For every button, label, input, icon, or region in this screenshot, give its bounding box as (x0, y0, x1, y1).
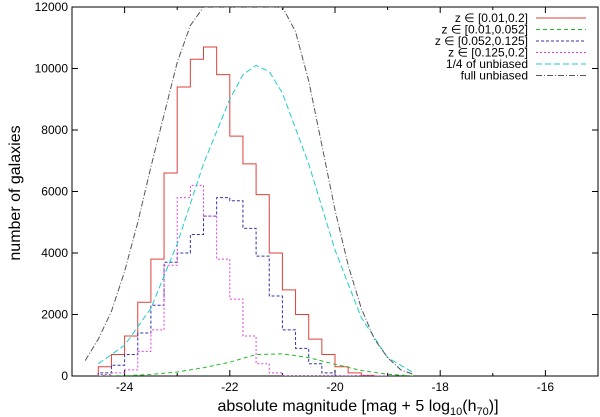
x-axis-label: absolute magnitude [mag + 5 log10(h70)] (217, 398, 498, 417)
legend-entry-label: z ∈ [0.125,0.2] (448, 46, 528, 60)
x-tick-label: -20 (326, 380, 344, 394)
legend-entry-label: z ∈ [0.052,0.125] (435, 34, 528, 48)
x-tick-label: -22 (221, 380, 239, 394)
x-tick-label: -24 (116, 380, 134, 394)
x-tick-label: -18 (432, 380, 450, 394)
y-tick-label: 4000 (41, 246, 68, 260)
legend-entry-label: full unbiased (461, 69, 528, 83)
y-tick-label: 2000 (41, 308, 68, 322)
legend: z ∈ [0.01,0.2]z ∈ [0.01,0.052]z ∈ [0.052… (435, 11, 586, 83)
series-line-0 (97, 46, 388, 376)
legend-entry-label: z ∈ [0.01,0.052] (441, 23, 528, 37)
series-line-4 (98, 64, 415, 374)
series-line-2 (97, 197, 388, 376)
y-tick-label: 12000 (35, 0, 69, 14)
y-axis-ticks: 0 2000 4000 6000 8000 10000 12000 (35, 0, 598, 383)
series-layer (84, 7, 415, 376)
legend-entry-label: z ∈ [0.01,0.2] (455, 11, 528, 25)
series-line-3 (97, 184, 388, 376)
y-axis-label: number of galaxies (7, 125, 24, 260)
y-tick-label: 10000 (35, 62, 69, 76)
x-tick-label: -16 (537, 380, 555, 394)
y-tick-label: 8000 (41, 123, 68, 137)
series-line-5 (84, 7, 415, 375)
series-line-1 (98, 353, 414, 376)
y-tick-label: 0 (61, 369, 68, 383)
x-axis-ticks: -24 -22 -20 -18 -16 (71, 7, 599, 394)
y-tick-label: 6000 (41, 185, 68, 199)
legend-entry-label: 1/4 of unbiased (446, 57, 528, 71)
